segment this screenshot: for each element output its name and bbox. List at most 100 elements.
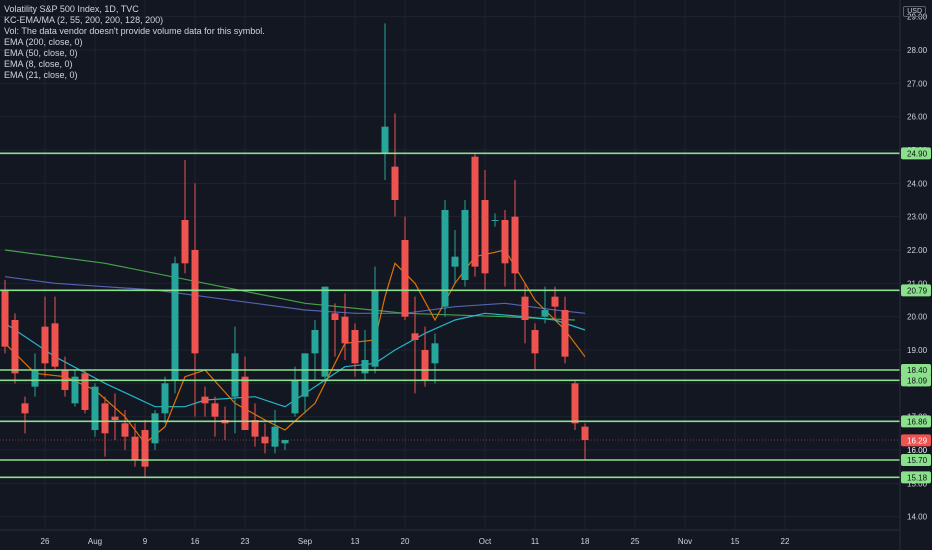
candle-body <box>111 416 119 420</box>
y-tick-label: 19.00 <box>907 346 928 355</box>
x-tick-label: 16 <box>191 537 200 546</box>
candle-body <box>441 210 449 307</box>
candle-body <box>571 383 579 424</box>
x-tick-label: 23 <box>241 537 250 546</box>
candle-body <box>241 376 249 430</box>
chart-legend: Volatility S&P 500 Index, 1D, TVC KC-EMA… <box>4 4 265 81</box>
price-tag-label: 18.09 <box>907 376 928 385</box>
candle-body <box>21 403 29 414</box>
candle-body <box>121 423 129 437</box>
price-tag <box>901 471 931 484</box>
candle-body <box>41 326 49 364</box>
price-tag-label: 20.79 <box>907 286 928 295</box>
y-tick-label: 29.00 <box>907 13 928 22</box>
price-tag-label: 16.29 <box>907 436 928 445</box>
price-tag-label: 16.00 <box>907 446 928 455</box>
candle-body <box>581 426 589 440</box>
candle-body <box>501 220 509 264</box>
candle-body <box>471 156 479 267</box>
candle-body <box>51 323 59 367</box>
x-tick-label: Sep <box>298 537 313 546</box>
candle-body <box>561 310 569 357</box>
ema-line <box>4 312 586 408</box>
legend-ema200: EMA (200, close, 0) <box>4 37 83 47</box>
price-tag <box>901 364 931 376</box>
x-tick-label: 20 <box>401 537 410 546</box>
candle-body <box>161 383 169 414</box>
candle-body <box>71 376 79 404</box>
candle-body <box>281 440 289 444</box>
candle-body <box>181 220 189 264</box>
candle-body <box>101 403 109 434</box>
currency-badge[interactable]: USD <box>903 6 926 17</box>
legend-volume-note: Vol: The data vendor doesn't provide vol… <box>4 26 265 36</box>
candle-body <box>511 216 519 274</box>
candle-body <box>401 240 409 317</box>
candle-body <box>31 370 39 387</box>
candle-body <box>551 296 559 307</box>
candle-body <box>461 210 469 280</box>
candle-body <box>131 436 139 460</box>
candle-body <box>91 386 99 430</box>
candle-body <box>331 313 339 320</box>
legend-ema8: EMA (8, close, 0) <box>4 59 73 69</box>
price-tag <box>901 454 931 466</box>
x-tick-label: 26 <box>41 537 50 546</box>
candle-body <box>481 200 489 274</box>
candle-body <box>361 360 369 374</box>
candle-body <box>351 330 359 364</box>
price-tag <box>901 434 931 447</box>
candle-body <box>311 330 319 354</box>
ema-line <box>4 276 586 314</box>
price-tag-label: 18.40 <box>907 366 928 375</box>
candle-body <box>231 353 239 397</box>
legend-ema21: EMA (21, close, 0) <box>4 70 78 80</box>
legend-title: Volatility S&P 500 Index, 1D, TVC <box>4 4 139 14</box>
candle-body <box>271 426 279 447</box>
y-tick-label: 22.00 <box>907 246 928 255</box>
candle-body <box>431 343 439 364</box>
y-tick-label: 20.00 <box>907 313 928 322</box>
price-tag <box>901 415 931 428</box>
legend-kc: KC-EMA/MA (2, 55, 200, 200, 128, 200) <box>4 15 164 25</box>
price-tag-label: 15.70 <box>907 456 928 465</box>
candle-body <box>321 286 329 377</box>
x-tick-label: Aug <box>88 537 102 546</box>
candle-body <box>171 263 179 380</box>
y-tick-label: 14.00 <box>907 513 928 522</box>
x-tick-label: 9 <box>143 537 148 546</box>
price-tag-label: 15.18 <box>907 473 928 482</box>
candle-body <box>81 373 89 410</box>
candle-body <box>451 256 459 267</box>
candle-body <box>371 290 379 367</box>
y-tick-label: 27.00 <box>907 79 928 88</box>
candle-body <box>541 310 549 317</box>
price-tag-label: 16.86 <box>907 417 928 426</box>
candle-body <box>1 290 9 347</box>
candle-body <box>381 126 389 154</box>
y-tick-label: 28.00 <box>907 46 928 55</box>
x-tick-label: Nov <box>678 537 692 546</box>
y-tick-label: 26.00 <box>907 113 928 122</box>
candle-body <box>211 403 219 417</box>
candle-body <box>531 330 539 354</box>
x-tick-label: 11 <box>531 537 540 546</box>
ema-line <box>4 249 576 321</box>
candle-body <box>301 353 309 397</box>
x-tick-label: 13 <box>351 537 360 546</box>
candle-body <box>291 380 299 414</box>
x-tick-label: 22 <box>781 537 790 546</box>
price-tag <box>901 147 931 160</box>
y-tick-label: 15.00 <box>907 479 928 488</box>
candle-body <box>201 396 209 404</box>
x-tick-label: 15 <box>731 537 740 546</box>
x-tick-label: 25 <box>631 537 640 546</box>
candle-body <box>11 320 19 374</box>
price-tag <box>901 374 931 387</box>
x-tick-label: 18 <box>581 537 590 546</box>
candle-body <box>341 316 349 344</box>
candle-body <box>521 296 529 320</box>
candle-body <box>391 166 399 200</box>
y-tick-label: 16.00 <box>907 446 928 455</box>
